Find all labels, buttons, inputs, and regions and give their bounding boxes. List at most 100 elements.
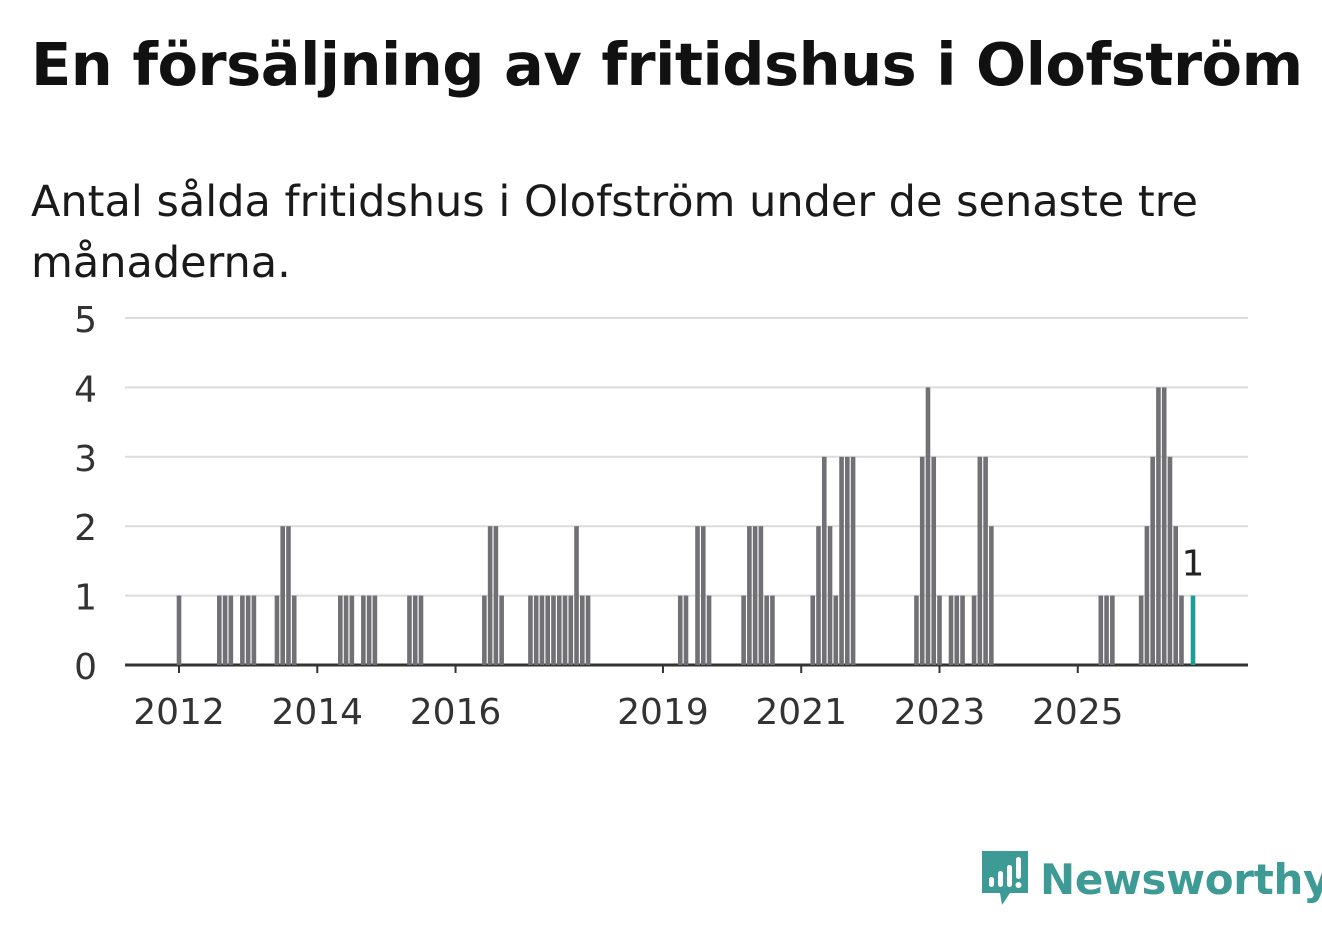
bar	[574, 526, 579, 665]
bar	[217, 595, 222, 665]
bar	[482, 595, 487, 665]
y-tick-label: 0	[74, 647, 97, 688]
bar	[286, 526, 291, 665]
brand-logo: Newsworthy	[980, 848, 1322, 910]
bar	[833, 595, 839, 665]
bar	[562, 595, 568, 665]
bar	[1110, 595, 1115, 665]
bar	[579, 595, 585, 665]
bar	[1144, 526, 1150, 665]
bar	[700, 526, 706, 665]
x-axis-ticks: 2012 2014 2016 2019 2021 2023 2025	[133, 665, 1124, 733]
annotations: 1	[1182, 544, 1205, 585]
bar	[551, 595, 556, 665]
chart-subtitle: Antal sålda fritidshus i Olofström under…	[31, 177, 1198, 288]
bar	[810, 595, 816, 665]
bar	[1173, 526, 1179, 665]
bar	[706, 595, 712, 665]
chart-title: En försäljning av fritidshus i Olofström	[31, 30, 1303, 99]
bar	[695, 526, 700, 665]
x-tick-label: 2023	[894, 692, 986, 733]
bar	[251, 595, 257, 665]
bar	[925, 387, 931, 665]
bar	[747, 526, 752, 665]
bar	[931, 456, 937, 665]
bar	[816, 526, 821, 665]
bar	[245, 595, 251, 665]
bar	[291, 595, 297, 665]
x-tick-label: 2016	[410, 692, 502, 733]
y-axis-ticks: 0 1 2 3 4 5	[74, 300, 97, 688]
bar	[1156, 387, 1161, 665]
bar	[499, 595, 504, 665]
bar	[919, 456, 925, 665]
bar	[683, 595, 689, 665]
bar	[954, 595, 960, 665]
highlighted-bar	[1190, 595, 1196, 665]
bar	[1138, 595, 1144, 665]
bar	[1161, 387, 1167, 665]
newsworthy-logo-icon	[982, 851, 1028, 905]
bar	[1167, 456, 1173, 665]
y-tick-label: 2	[74, 508, 97, 549]
bar	[960, 595, 965, 665]
bar	[827, 526, 833, 665]
bar	[983, 456, 988, 665]
bar	[274, 595, 280, 665]
bar	[1179, 595, 1184, 665]
bar	[971, 595, 977, 665]
bar	[493, 526, 499, 665]
bar	[1104, 595, 1109, 665]
bar	[585, 595, 591, 665]
data-label: 1	[1182, 544, 1205, 585]
y-tick-label: 1	[74, 578, 97, 619]
bar	[533, 595, 539, 665]
bar	[412, 595, 418, 665]
bar	[758, 526, 764, 665]
bar	[361, 595, 366, 665]
bar	[556, 595, 562, 665]
y-tick-label: 4	[74, 369, 97, 410]
bar	[977, 456, 983, 665]
bar	[741, 595, 746, 665]
bar	[372, 595, 378, 665]
bar	[850, 456, 856, 665]
bar	[545, 595, 551, 665]
bar	[280, 526, 286, 665]
brand-name: Newsworthy	[1040, 854, 1322, 904]
bar	[407, 595, 412, 665]
bar	[349, 595, 355, 665]
bar	[839, 456, 844, 665]
bar	[539, 595, 545, 665]
bar	[821, 456, 827, 665]
x-tick-label: 2019	[617, 692, 709, 733]
bar	[937, 595, 942, 665]
bar	[338, 595, 343, 665]
bar	[176, 595, 182, 665]
bar	[1150, 456, 1155, 665]
y-tick-label: 5	[74, 300, 97, 341]
bar	[343, 595, 349, 665]
bar	[366, 595, 372, 665]
bar	[240, 595, 245, 665]
bar	[989, 526, 994, 665]
x-tick-label: 2025	[1032, 692, 1124, 733]
x-tick-label: 2021	[755, 692, 847, 733]
bars	[176, 387, 1196, 665]
bar	[845, 456, 850, 665]
bar	[568, 595, 574, 665]
bar	[764, 595, 769, 665]
bar	[770, 595, 775, 665]
bar	[228, 595, 234, 665]
bar	[914, 595, 919, 665]
bar	[222, 595, 228, 665]
bar	[1098, 595, 1104, 665]
bar	[528, 595, 533, 665]
bar	[677, 595, 683, 665]
grid-lines	[125, 317, 1248, 667]
bar	[487, 526, 493, 665]
y-tick-label: 3	[74, 439, 97, 480]
bar	[948, 595, 954, 665]
x-tick-label: 2014	[271, 692, 363, 733]
